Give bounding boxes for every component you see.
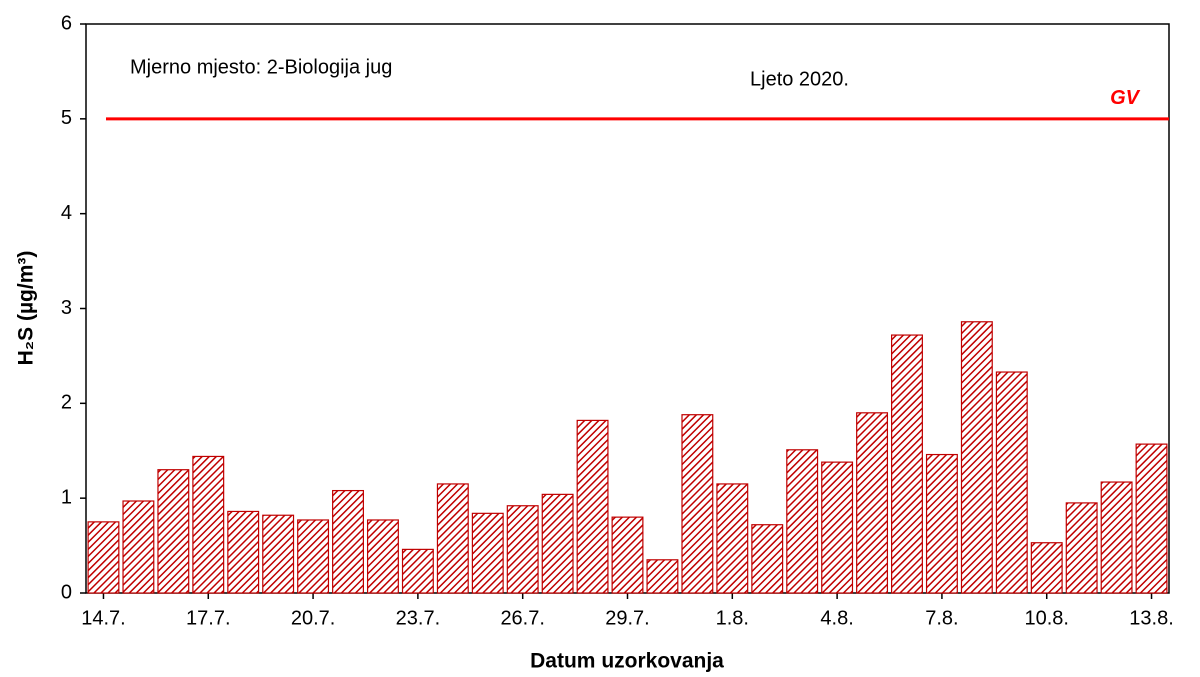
x-tick-label: 26.7. <box>500 607 544 629</box>
bar <box>471 512 504 594</box>
y-tick-label: 4 <box>61 202 72 224</box>
y-axis-label: H₂S (µg/m³) <box>15 251 38 366</box>
bar <box>366 519 399 594</box>
annotation: Ljeto 2020. <box>750 68 849 90</box>
x-tick-label: 7.8. <box>925 607 958 629</box>
bar <box>436 483 469 594</box>
y-tick-label: 1 <box>61 486 72 508</box>
x-tick-label: 14.7. <box>81 607 125 629</box>
bar <box>925 453 958 594</box>
bar <box>611 516 644 594</box>
y-tick-label: 6 <box>61 12 72 34</box>
bar <box>821 461 854 594</box>
x-tick-label: 29.7. <box>605 607 649 629</box>
bar <box>541 493 574 594</box>
y-tick-label: 2 <box>61 392 72 414</box>
bar <box>192 455 225 594</box>
bar <box>716 483 749 594</box>
bar <box>297 519 330 594</box>
bar <box>995 371 1028 594</box>
bar <box>87 521 120 594</box>
bar <box>681 414 714 594</box>
y-tick-label: 0 <box>61 581 72 603</box>
bar <box>1100 481 1133 594</box>
y-tick-label: 5 <box>61 107 72 129</box>
bar <box>157 469 190 594</box>
x-axis-label: Datum uzorkovanja <box>530 650 724 673</box>
bar <box>1030 542 1063 594</box>
bar <box>122 500 155 594</box>
x-tick-label: 1.8. <box>716 607 749 629</box>
bar <box>960 321 993 594</box>
bar <box>786 449 819 594</box>
bar <box>891 334 923 594</box>
bar <box>856 412 889 594</box>
bar <box>576 419 609 594</box>
x-tick-label: 10.8. <box>1024 607 1068 629</box>
x-tick-label: 17.7. <box>186 607 230 629</box>
x-tick-label: 20.7. <box>291 607 335 629</box>
reference-label: GV <box>1110 87 1141 109</box>
x-tick-label: 23.7. <box>396 607 440 629</box>
bar <box>332 489 364 594</box>
bar <box>646 559 679 594</box>
annotation: Mjerno mjesto: 2-Biologija jug <box>130 56 392 78</box>
y-tick-label: 3 <box>61 297 72 319</box>
bar <box>401 548 434 594</box>
x-tick-label: 4.8. <box>820 607 853 629</box>
x-tick-label: 13.8. <box>1129 607 1173 629</box>
bar <box>751 524 784 594</box>
bar <box>227 510 260 594</box>
bar <box>1065 502 1098 594</box>
bar <box>1135 443 1168 594</box>
bar <box>506 505 539 594</box>
bar <box>262 514 295 594</box>
